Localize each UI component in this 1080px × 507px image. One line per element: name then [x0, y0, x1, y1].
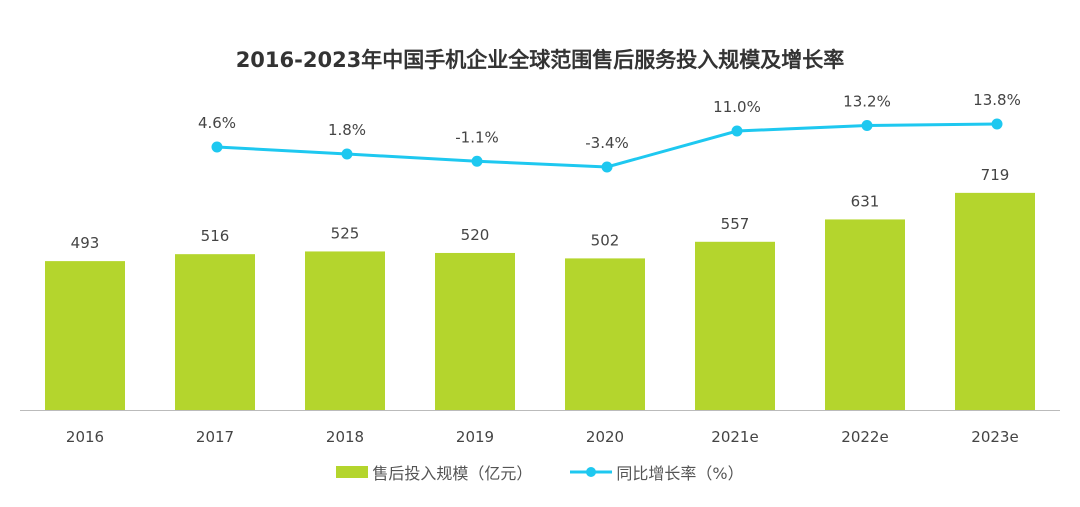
growth-label: 4.6% — [198, 114, 236, 132]
growth-point — [341, 148, 353, 160]
legend-label: 同比增长率（%） — [616, 464, 744, 483]
growth-label: 1.8% — [328, 121, 366, 139]
growth-label: -3.4% — [585, 134, 629, 152]
bar — [305, 251, 385, 410]
bar — [825, 219, 905, 410]
legend-item-bar: 售后投入规模（亿元） — [336, 460, 532, 484]
bar-value-label: 516 — [201, 227, 230, 245]
bar-value-label: 520 — [461, 226, 490, 244]
bar — [955, 192, 1035, 410]
x-tick-label: 2016 — [66, 428, 104, 446]
bar — [45, 261, 125, 410]
legend: 售后投入规模（亿元） 同比增长率（%） — [0, 460, 1080, 484]
x-tick-label: 2019 — [456, 428, 494, 446]
bar — [175, 254, 255, 410]
bar-value-label: 557 — [721, 215, 750, 233]
growth-point — [731, 125, 743, 137]
growth-label: 11.0% — [713, 98, 761, 116]
growth-point — [861, 120, 873, 131]
legend-bar-swatch — [336, 466, 369, 478]
bar — [565, 258, 645, 410]
growth-point — [601, 161, 613, 173]
legend-item-line: 同比增长率（%） — [570, 460, 744, 484]
bar-value-label: 719 — [981, 166, 1010, 184]
x-tick-label: 2022e — [841, 428, 888, 446]
bar-value-label: 525 — [331, 224, 360, 242]
x-tick-label: 2018 — [326, 428, 364, 446]
bar — [435, 252, 515, 410]
x-tick-label: 2021e — [711, 428, 758, 446]
growth-label: -1.1% — [455, 128, 499, 146]
bar-value-label: 493 — [71, 234, 100, 252]
x-tick-label: 2017 — [196, 428, 234, 446]
x-tick-label: 2023e — [971, 428, 1018, 446]
legend-label: 售后投入规模（亿元） — [372, 464, 533, 483]
x-tick-label: 2020 — [586, 428, 624, 446]
growth-label: 13.8% — [973, 91, 1021, 109]
bar-value-label: 502 — [591, 231, 620, 249]
bar-value-label: 631 — [851, 192, 880, 210]
bar — [695, 241, 775, 410]
growth-point — [471, 155, 483, 167]
growth-label: 13.2% — [843, 93, 891, 111]
growth-point — [211, 141, 223, 153]
chart-title: 2016-2023年中国手机企业全球范围售后服务投入规模及增长率 — [235, 48, 845, 72]
legend-line-swatch — [570, 467, 613, 477]
growth-point — [991, 118, 1003, 130]
